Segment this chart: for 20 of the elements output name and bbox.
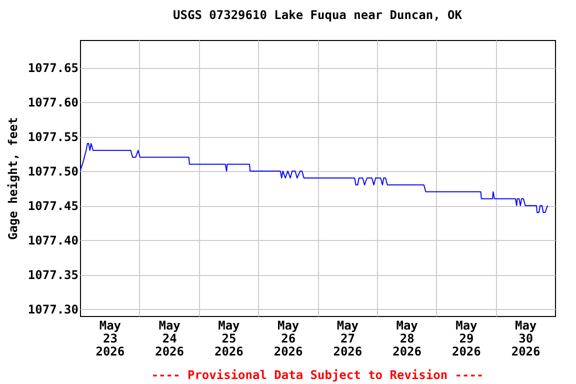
y-tick-label: 1077.40: [28, 234, 78, 248]
x-tick-label: May 30 2026: [511, 318, 540, 358]
x-tick-label: May 27 2026: [333, 318, 362, 358]
y-tick-label: 1077.45: [28, 199, 78, 214]
y-tick-label: 1077.65: [28, 61, 78, 76]
y-tick-label: 1077.50: [28, 164, 78, 179]
y-tick-label: 1077.60: [28, 96, 78, 110]
y-axis-title: Gage height, feet: [6, 117, 20, 240]
x-tick-label: May 24 2026: [155, 318, 184, 358]
y-tick-label: 1077.35: [28, 268, 78, 282]
x-tick-label: May 29 2026: [452, 318, 481, 358]
chart-title: USGS 07329610 Lake Fuqua near Duncan, OK: [173, 8, 463, 22]
x-tick-label: May 23 2026: [96, 318, 125, 358]
x-tick-label: May 25 2026: [214, 318, 244, 358]
x-tick-label: May 28 2026: [392, 318, 422, 358]
x-tick-label: May 26 2026: [274, 318, 303, 358]
line-series: [80, 143, 548, 213]
y-tick-label: 1077.55: [28, 130, 78, 144]
y-tick-label: 1077.30: [28, 302, 78, 317]
text: ---- Provisional Data Subject to Revision ----: [151, 368, 484, 382]
